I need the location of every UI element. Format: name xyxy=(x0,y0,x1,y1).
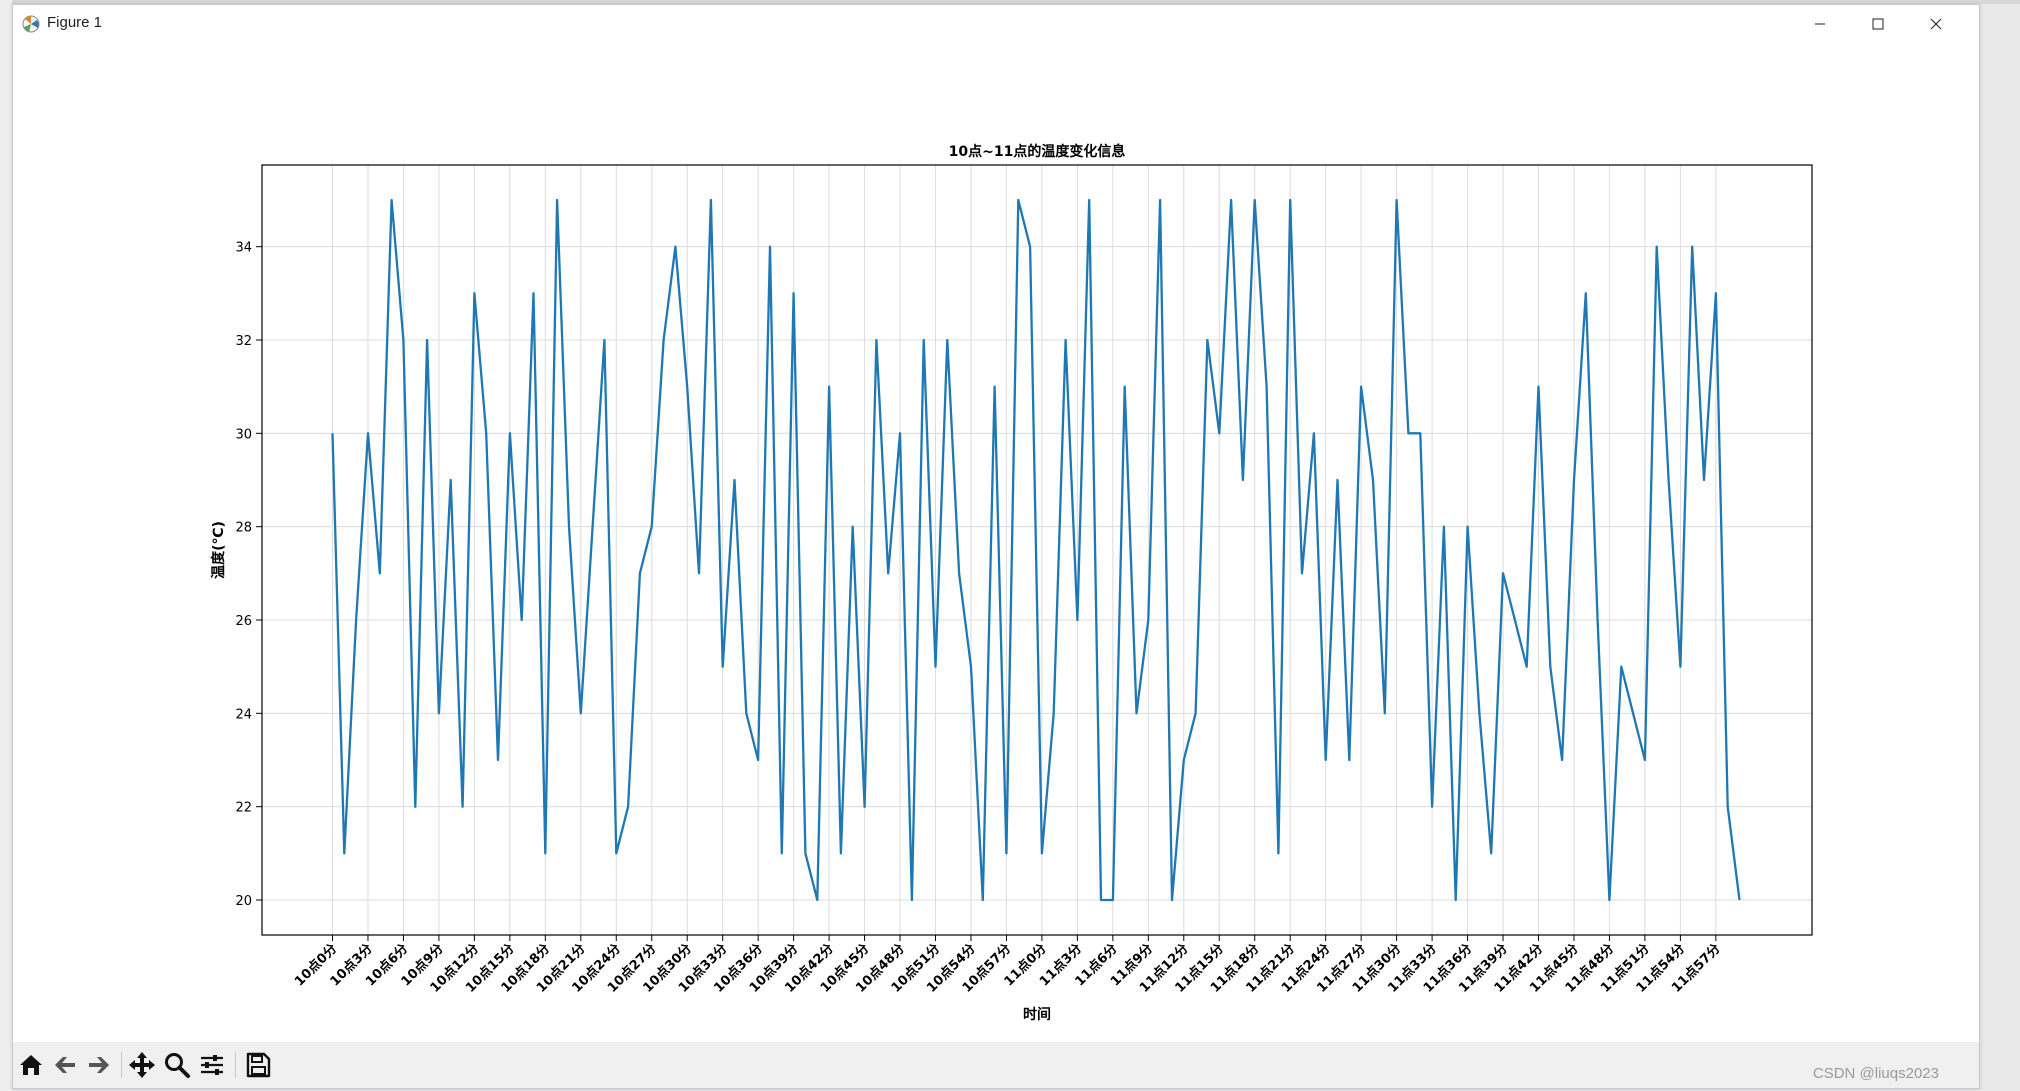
toolbar-separator xyxy=(121,1052,122,1078)
axes-frame xyxy=(261,164,1813,936)
configure-subplots-icon xyxy=(201,1055,223,1075)
home-button[interactable] xyxy=(15,1049,47,1081)
y-tick-label: 20 xyxy=(235,894,252,909)
pan-move-icon xyxy=(129,1052,155,1078)
toolbar-separator xyxy=(235,1052,236,1078)
background-app-edge xyxy=(0,0,12,1091)
back-arrow-icon xyxy=(55,1057,75,1073)
save-button[interactable] xyxy=(242,1049,274,1081)
line-chart: 20 22 24 26 28 30 32 34 10点0分10点3分10点6分10点9分10点… xyxy=(210,143,1813,1023)
zoom-magnifier-icon xyxy=(165,1053,190,1078)
y-axis-ticks: 20 22 24 26 28 30 32 34 xyxy=(235,241,262,909)
y-axis-label: 温度(℃) xyxy=(210,521,227,579)
save-floppy-icon xyxy=(246,1052,271,1078)
zoom-button[interactable] xyxy=(161,1049,193,1081)
minimize-icon xyxy=(1815,23,1825,25)
temperature-series-line xyxy=(331,198,1741,902)
x-axis-ticks: 10点0分10点3分10点6分10点9分10点12分10点15分10点18分10… xyxy=(291,935,1724,996)
forward-arrow-icon xyxy=(89,1057,109,1073)
navigation-toolbar: CSDN @liuqs2023 xyxy=(13,1042,1979,1088)
close-icon xyxy=(1930,18,1942,30)
minimize-button[interactable] xyxy=(1791,5,1849,43)
figure-canvas[interactable]: 20 22 24 26 28 30 32 34 10点0分 10点3分 10点6分 10点9分 10点… xyxy=(13,43,1979,1042)
figure-window: Figure 1 20 22 24 26 28 30 32 34 10点0分 10点3分 10点6… xyxy=(12,4,1980,1089)
chart-title: 10点~11点的温度变化信息 xyxy=(949,143,1126,160)
home-icon xyxy=(20,1055,42,1075)
configure-subplots-button[interactable] xyxy=(196,1049,228,1081)
x-axis-label: 时间 xyxy=(1023,1006,1051,1023)
forward-button[interactable] xyxy=(83,1049,115,1081)
y-tick-label: 24 xyxy=(235,707,252,722)
matplotlib-app-icon xyxy=(22,15,40,33)
maximize-icon xyxy=(1872,18,1884,30)
y-tick-label: 22 xyxy=(235,801,252,816)
y-tick-label: 32 xyxy=(235,334,252,349)
back-button[interactable] xyxy=(49,1049,81,1081)
y-tick-label: 34 xyxy=(235,241,252,256)
close-button[interactable] xyxy=(1907,5,1965,43)
background-app-top-edge xyxy=(12,0,2020,4)
y-tick-label: 30 xyxy=(235,427,252,442)
background-edge-glyph xyxy=(0,672,10,696)
y-tick-label: 26 xyxy=(235,614,252,629)
maximize-button[interactable] xyxy=(1849,5,1907,43)
title-bar[interactable]: Figure 1 xyxy=(13,5,1979,43)
y-tick-label: 28 xyxy=(235,521,252,536)
window-title: Figure 1 xyxy=(47,14,103,31)
watermark-text: CSDN @liuqs2023 xyxy=(1812,1065,1939,1082)
pan-button[interactable] xyxy=(126,1049,158,1081)
